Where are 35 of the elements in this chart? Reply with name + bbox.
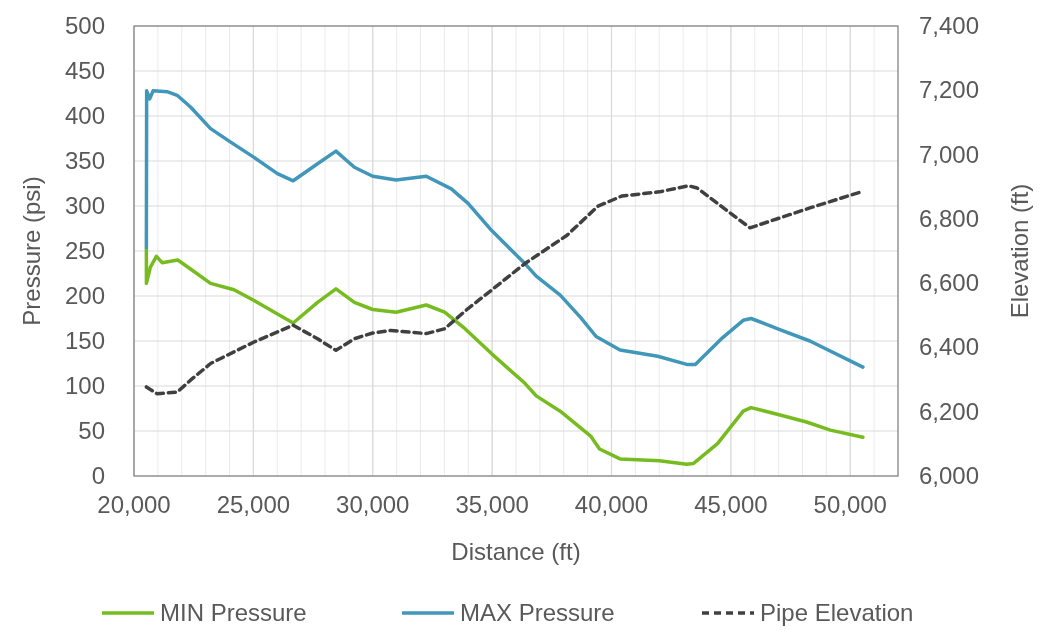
y2-tick-label: 7,400 (919, 12, 980, 39)
x-tick-label: 45,000 (694, 491, 768, 518)
line-series (144, 246, 865, 467)
x-axis-title: Distance (ft) (451, 538, 581, 565)
y-axis-title: Pressure (psi) (18, 176, 45, 326)
y2-tick-label: 6,000 (919, 462, 980, 489)
line-series (144, 89, 865, 369)
y2-tick-label: 7,200 (919, 76, 980, 104)
y-tick-label: 150 (64, 327, 105, 354)
x-tick-label: 25,000 (216, 491, 291, 518)
y-tick-label: 250 (64, 237, 105, 264)
y-tick-label: 0 (91, 462, 105, 489)
x-tick-label: 20,000 (97, 491, 171, 518)
y-tick-label: 200 (64, 282, 105, 309)
y2-axis-title: Elevation (ft) (1006, 183, 1033, 319)
line-series (144, 184, 863, 396)
legend-label: MIN Pressure (160, 599, 307, 626)
y-tick-label: 300 (64, 192, 105, 219)
y-tick-label: 400 (64, 102, 105, 129)
y-tick-label: 350 (64, 147, 105, 174)
y-tick-label: 500 (64, 12, 105, 39)
x-tick-label: 35,000 (455, 491, 529, 518)
y2-tick-label: 6,400 (919, 333, 980, 361)
y2-tick-label: 7,000 (919, 140, 980, 168)
y2-tick-label: 6,200 (919, 397, 980, 425)
y-tick-label: 50 (78, 417, 105, 444)
legend-label: MAX Pressure (460, 599, 615, 626)
x-tick-label: 50,000 (813, 491, 887, 518)
y2-tick-label: 6,800 (919, 204, 980, 232)
x-tick-label: 40,000 (574, 491, 649, 518)
y-tick-label: 450 (64, 57, 105, 84)
x-tick-label: 30,000 (336, 491, 410, 518)
legend-label: Pipe Elevation (760, 599, 914, 626)
y2-tick-label: 6,600 (919, 269, 980, 297)
y-tick-label: 100 (64, 372, 105, 399)
